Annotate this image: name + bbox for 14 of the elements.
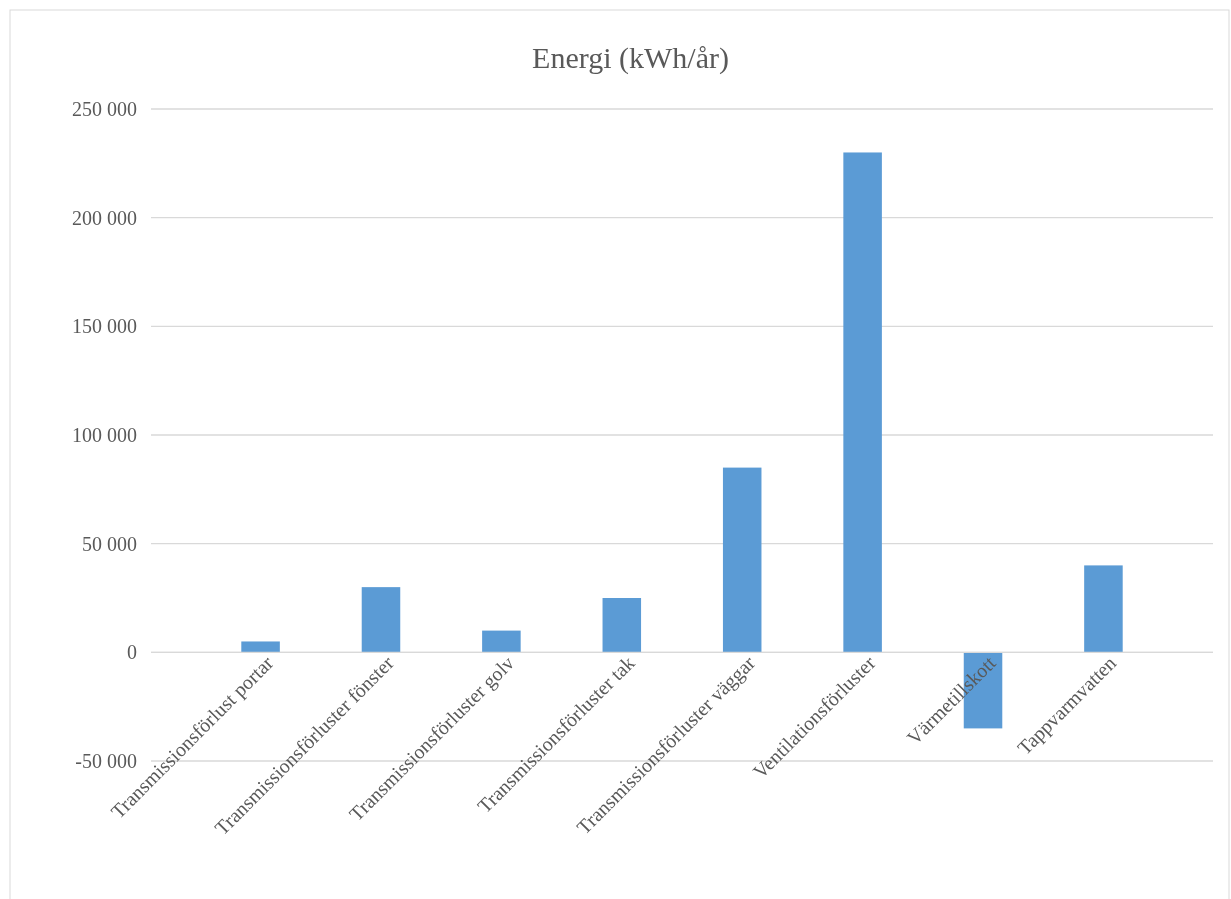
y-tick-label: 50 000 — [82, 532, 137, 555]
bar — [722, 467, 762, 653]
bar — [843, 152, 882, 653]
bar — [1084, 565, 1123, 653]
bar — [361, 587, 401, 653]
bar — [602, 598, 642, 653]
y-tick-label: 0 — [127, 641, 137, 664]
y-tick-label: 100 000 — [72, 423, 137, 446]
bar — [482, 630, 521, 653]
bar — [241, 641, 280, 653]
chart-title: Energi (kWh/år) — [532, 41, 729, 75]
y-tick-label: 250 000 — [72, 97, 137, 120]
y-tick-label: 200 000 — [72, 206, 137, 229]
y-tick-label: 150 000 — [72, 315, 137, 338]
